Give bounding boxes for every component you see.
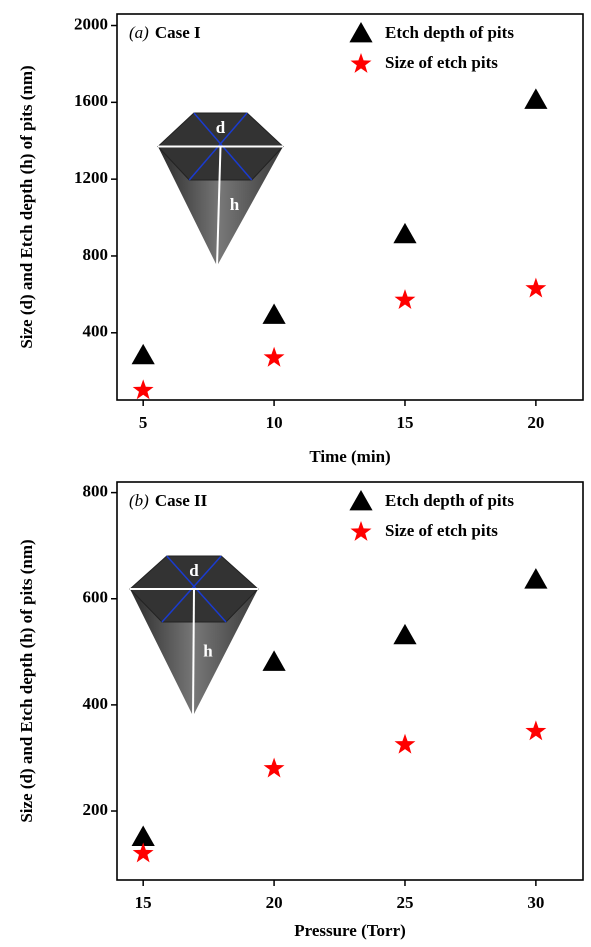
case-label: Case I (155, 23, 201, 42)
y-tick-label: 600 (83, 588, 109, 607)
data-point (131, 825, 155, 846)
panel-letter: (b) (129, 491, 149, 510)
h-arrow (216, 146, 222, 267)
panel-letter: (a) (129, 23, 149, 42)
data-point (525, 720, 547, 741)
legend-label: Size of etch pits (385, 521, 498, 540)
panel-label: (b) Case II (129, 491, 208, 510)
legend-label: Etch depth of pits (385, 23, 514, 42)
data-point (394, 733, 416, 754)
legend-marker (350, 521, 372, 541)
y-tick-label: 400 (83, 322, 109, 341)
x-tick-label: 30 (527, 893, 544, 912)
y-tick-label: 800 (83, 245, 109, 264)
x-axis-label: Time (min) (309, 447, 390, 466)
y-tick-label: 400 (83, 694, 109, 713)
data-point (262, 650, 286, 671)
panel-label: (a) Case I (129, 23, 201, 42)
x-tick-label: 20 (527, 413, 544, 432)
y-tick-label: 200 (83, 800, 109, 819)
y-tick-label: 800 (83, 482, 109, 501)
data-point (393, 623, 417, 645)
legend-marker (349, 22, 373, 43)
y-axis-label: Size (d) and Etch depth (h) of pits (nm) (17, 539, 36, 822)
data-point (262, 303, 286, 324)
data-point (132, 379, 154, 400)
data-point (263, 757, 285, 778)
x-tick-label: 15 (135, 893, 152, 912)
plot-frame (116, 13, 584, 401)
y-tick-label: 1200 (74, 168, 108, 187)
data-point (132, 842, 154, 863)
h-arrow (192, 588, 195, 717)
x-tick-label: 25 (396, 893, 413, 912)
inset-label: d (189, 561, 199, 580)
y-tick-label: 1600 (74, 91, 108, 110)
data-point (393, 222, 417, 244)
x-tick-label: 20 (266, 893, 283, 912)
plot-frame (116, 481, 584, 881)
data-point (263, 346, 285, 367)
legend-marker (350, 53, 372, 73)
y-axis-label: Size (d) and Etch depth (h) of pits (nm) (17, 65, 36, 348)
x-axis-label: Pressure (Torr) (294, 921, 406, 940)
data-point (525, 277, 547, 298)
pyramid-body (158, 146, 283, 266)
x-tick-label: 5 (139, 413, 148, 432)
x-tick-label: 10 (266, 413, 283, 432)
legend-marker (349, 490, 373, 511)
x-tick-label: 15 (396, 413, 413, 432)
inset-label: d (216, 118, 226, 137)
y-tick-label: 2000 (74, 14, 108, 33)
case-label: Case II (155, 491, 208, 510)
inset-label: h (230, 195, 240, 214)
data-point (524, 568, 548, 589)
inset-label: h (203, 641, 213, 660)
data-point (524, 88, 548, 109)
legend-label: Etch depth of pits (385, 491, 514, 510)
data-point (131, 343, 155, 365)
legend-label: Size of etch pits (385, 53, 498, 72)
data-point (394, 289, 416, 309)
